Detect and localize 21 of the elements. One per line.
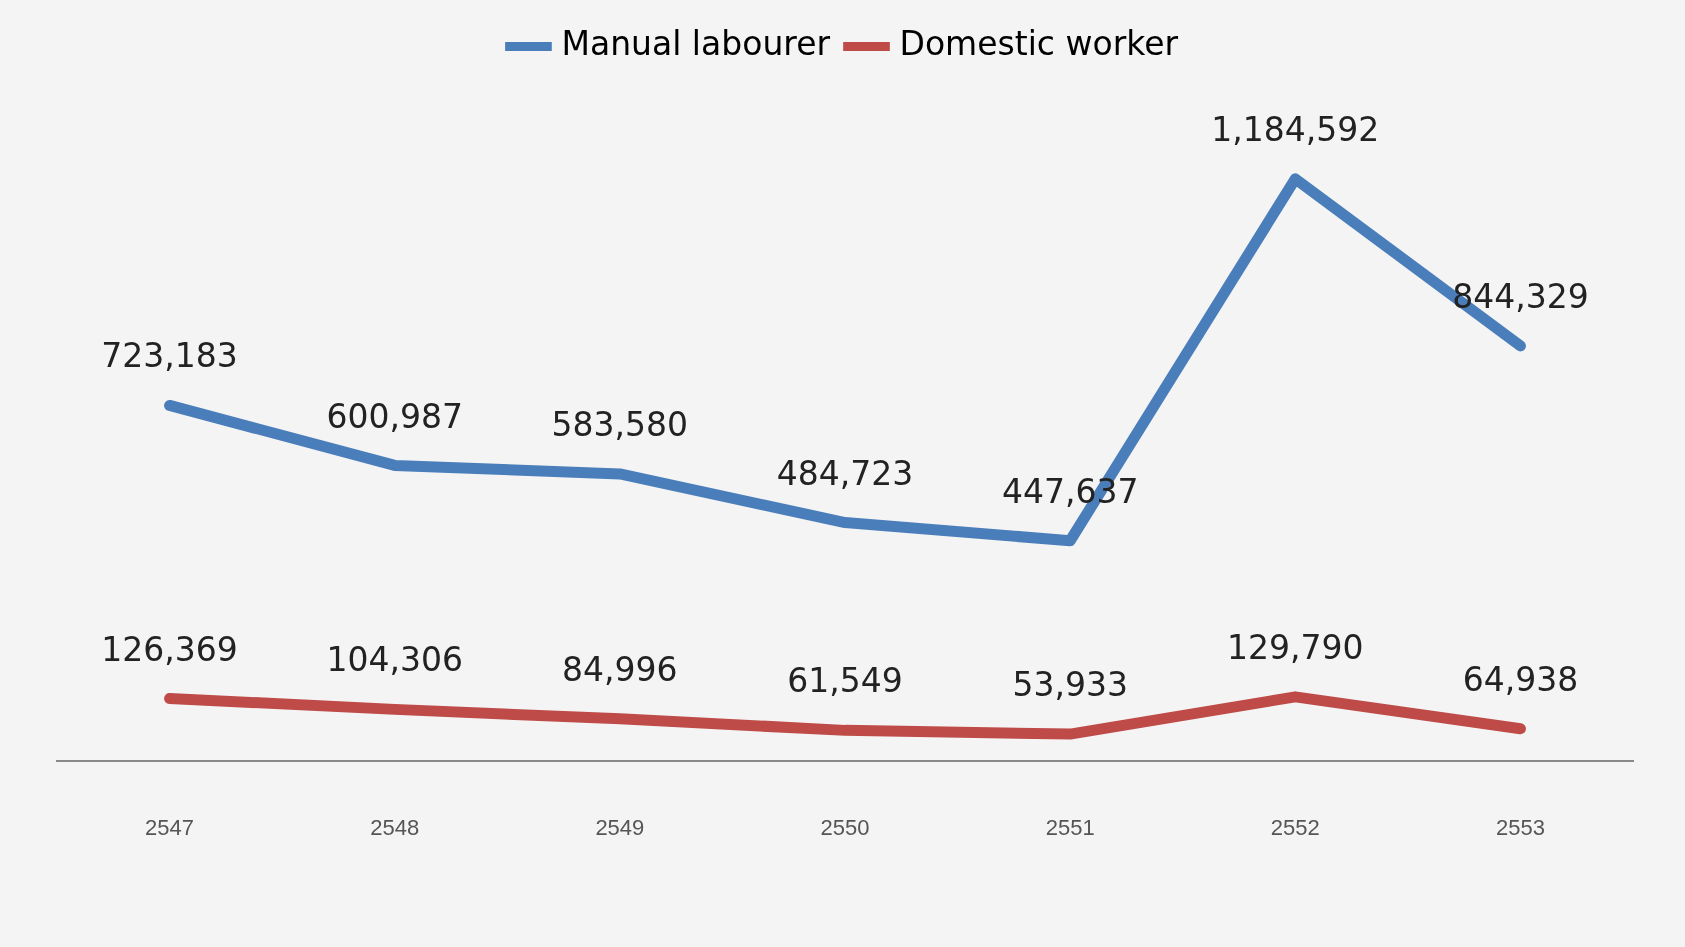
data-label: 723,183 (101, 336, 238, 376)
data-label: 600,987 (326, 396, 463, 436)
data-label: 61,549 (787, 661, 903, 701)
x-tick-label: 2553 (1495, 814, 1545, 840)
data-label: 53,933 (1012, 665, 1128, 705)
x-tick-label: 2550 (820, 814, 870, 840)
x-tick-label: 2551 (1045, 814, 1095, 840)
data-label: 64,938 (1462, 659, 1579, 699)
data-label: 484,723 (776, 453, 914, 493)
x-tick-label: 2549 (595, 814, 645, 840)
data-label: 1,184,592 (1211, 109, 1380, 149)
data-label: 583,580 (551, 405, 689, 445)
x-tick-label: 2548 (370, 814, 420, 840)
data-label: 104,306 (326, 640, 463, 680)
x-tick-label: 2552 (1270, 814, 1320, 840)
data-label: 126,369 (101, 629, 238, 669)
legend-label: Manual labourer (561, 24, 831, 64)
data-label: 84,996 (562, 649, 678, 689)
legend-label: Domestic worker (899, 24, 1179, 64)
x-tick-label: 2547 (145, 814, 195, 840)
data-label: 129,790 (1227, 627, 1364, 667)
